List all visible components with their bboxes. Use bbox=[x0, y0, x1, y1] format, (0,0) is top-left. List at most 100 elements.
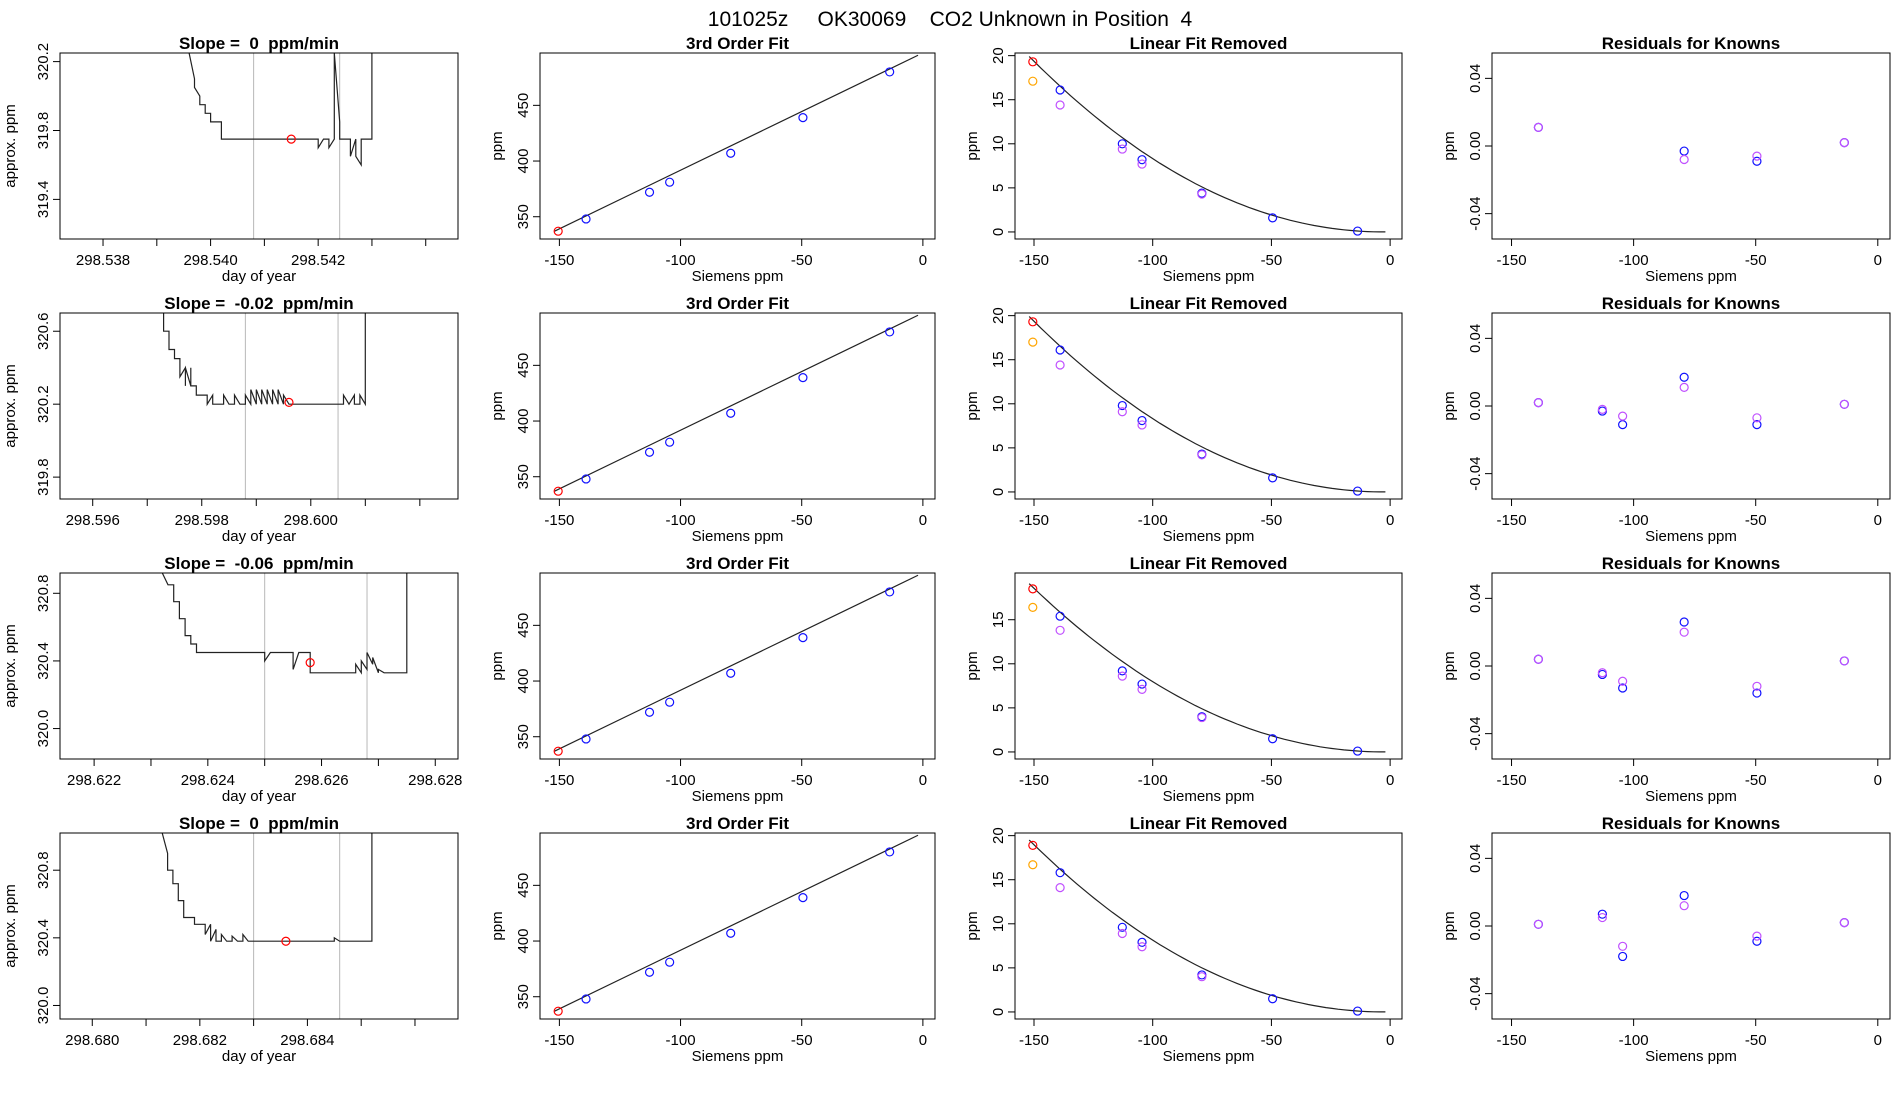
x-axis-label: Siemens ppm bbox=[1163, 788, 1255, 805]
x-axis-label: Siemens ppm bbox=[692, 1048, 784, 1065]
x-tick-label: 0 bbox=[919, 512, 927, 529]
x-tick-label: -100 bbox=[1138, 512, 1168, 529]
x-tick-label: -150 bbox=[544, 252, 574, 269]
y-tick-label: -0.04 bbox=[1467, 977, 1484, 1011]
panel-r2-c4: Residuals for Knowns -150 -100 -50 0 -0.04 0.0… bbox=[1441, 294, 1891, 545]
x-tick-label: -50 bbox=[1745, 252, 1767, 269]
y-axis-label: approx. ppm bbox=[2, 884, 19, 967]
x-axis-label: Siemens ppm bbox=[1645, 528, 1737, 545]
y-tick-label: 0 bbox=[990, 748, 1007, 756]
data-point-violet bbox=[1752, 931, 1762, 941]
panel-title: 3rd Order Fit bbox=[686, 554, 789, 573]
panel-title: Residuals for Knowns bbox=[1602, 554, 1781, 573]
data-point-blue bbox=[665, 697, 675, 707]
panel-title: Linear Fit Removed bbox=[1130, 554, 1288, 573]
panel-r1-c2: 3rd Order Fit -150 -100 -50 0 350 400 450 Siemen… bbox=[489, 34, 936, 285]
x-tick-label: 298.538 bbox=[76, 252, 130, 269]
y-axis-label: ppm bbox=[489, 391, 506, 420]
data-point-violet bbox=[1752, 151, 1762, 161]
plot-area bbox=[1028, 56, 1386, 236]
y-tick-label: 15 bbox=[990, 871, 1007, 888]
x-axis-label: Siemens ppm bbox=[1645, 268, 1737, 285]
plot-frame bbox=[539, 312, 936, 500]
data-point-blue bbox=[1137, 679, 1147, 689]
x-tick-label: 0 bbox=[919, 252, 927, 269]
y-tick-label: 10 bbox=[990, 915, 1007, 932]
data-point-blue bbox=[1618, 420, 1628, 430]
x-tick-label: 0 bbox=[1874, 1032, 1882, 1049]
y-tick-label: 400 bbox=[515, 669, 532, 694]
data-point-orange bbox=[1028, 337, 1038, 347]
x-tick-label: -50 bbox=[791, 1032, 813, 1049]
x-tick-label: 298.626 bbox=[294, 772, 348, 789]
panel-r1-c3: Linear Fit Removed -150 -100 -50 0 0 5 10 15 20 Si… bbox=[964, 34, 1403, 285]
x-axis-label: Siemens ppm bbox=[1163, 528, 1255, 545]
x-axis-label: Siemens ppm bbox=[1163, 268, 1255, 285]
data-point-violet bbox=[1055, 625, 1065, 635]
x-tick-label: 298.596 bbox=[66, 512, 120, 529]
data-point-blue bbox=[1752, 688, 1762, 698]
data-point-blue bbox=[665, 437, 675, 447]
y-tick-label: 0.00 bbox=[1467, 651, 1484, 680]
data-point-blue bbox=[581, 474, 591, 484]
panel-r2-c1: Slope = -0.02 ppm/min 298.596 298.598 298.6… bbox=[2, 294, 459, 545]
panel-title: Linear Fit Removed bbox=[1130, 34, 1288, 53]
data-point-violet bbox=[1197, 712, 1207, 723]
plot-frame bbox=[539, 572, 936, 760]
data-point-blue bbox=[885, 327, 895, 337]
plot-area bbox=[163, 313, 366, 499]
panel-r3-c1: Slope = -0.06 ppm/min 298.622 298.624 298.6… bbox=[2, 554, 462, 805]
data-point-blue bbox=[581, 994, 591, 1004]
data-point-red bbox=[553, 486, 563, 496]
data-point-blue bbox=[1055, 345, 1065, 355]
y-axis-label: ppm bbox=[964, 911, 981, 940]
x-axis-label: Siemens ppm bbox=[692, 788, 784, 805]
data-point-violet bbox=[1839, 918, 1849, 928]
x-tick-label: -100 bbox=[666, 772, 696, 789]
x-tick-label: -150 bbox=[544, 512, 574, 529]
y-tick-label: 320.0 bbox=[35, 710, 52, 748]
x-tick-label: 298.542 bbox=[291, 252, 345, 269]
y-tick-label: 20 bbox=[990, 47, 1007, 64]
ppm-trace bbox=[188, 53, 373, 167]
data-point-blue bbox=[1268, 734, 1278, 744]
y-axis-label: approx. ppm bbox=[2, 624, 19, 707]
y-axis-label: approx. ppm bbox=[2, 364, 19, 447]
y-tick-label: 10 bbox=[990, 655, 1007, 672]
plot-frame bbox=[1014, 312, 1403, 500]
data-point-violet bbox=[1197, 972, 1207, 982]
fit-curve bbox=[1028, 839, 1386, 1013]
y-axis-label: ppm bbox=[1441, 131, 1458, 160]
data-point-blue bbox=[726, 928, 736, 938]
data-point-violet bbox=[1055, 100, 1065, 110]
x-axis-label: Siemens ppm bbox=[692, 268, 784, 285]
y-tick-label: 350 bbox=[515, 464, 532, 489]
x-tick-label: -100 bbox=[1619, 772, 1649, 789]
data-point-violet bbox=[1197, 189, 1207, 199]
x-tick-label: 0 bbox=[919, 1032, 927, 1049]
x-tick-label: -100 bbox=[1619, 252, 1649, 269]
data-point-blue bbox=[1353, 486, 1363, 496]
data-point-violet bbox=[1533, 919, 1543, 929]
panel-title: Slope = 0 ppm/min bbox=[179, 814, 339, 833]
x-tick-label: 298.684 bbox=[280, 1032, 334, 1049]
x-tick-label: 298.540 bbox=[183, 252, 237, 269]
y-tick-label: 350 bbox=[515, 984, 532, 1009]
data-point-blue bbox=[798, 892, 808, 903]
plot-frame bbox=[539, 832, 936, 1020]
fit-curve bbox=[1028, 583, 1386, 753]
x-tick-label: 298.622 bbox=[67, 772, 121, 789]
x-tick-label: -150 bbox=[1019, 772, 1049, 789]
x-tick-label: -150 bbox=[544, 772, 574, 789]
panel-title: Slope = -0.06 ppm/min bbox=[164, 554, 353, 573]
data-point-blue bbox=[581, 734, 591, 744]
y-tick-label: 400 bbox=[515, 409, 532, 434]
x-tick-label: 298.628 bbox=[408, 772, 462, 789]
x-tick-label: -50 bbox=[791, 512, 813, 529]
data-point-violet bbox=[1533, 654, 1543, 664]
x-tick-label: -50 bbox=[1745, 772, 1767, 789]
y-tick-label: 0 bbox=[990, 228, 1007, 236]
plot-frame bbox=[1491, 572, 1891, 760]
x-tick-label: -100 bbox=[1138, 252, 1168, 269]
y-tick-label: 15 bbox=[990, 611, 1007, 628]
